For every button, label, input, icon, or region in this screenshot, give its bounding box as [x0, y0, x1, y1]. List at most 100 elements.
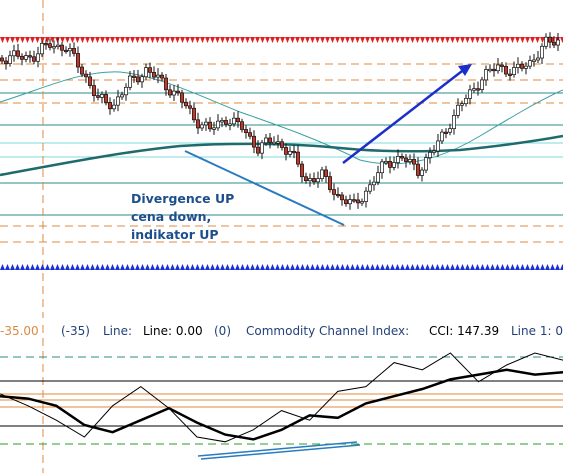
- support-arrow: [515, 264, 520, 270]
- resistance-arrow: [120, 37, 125, 43]
- resistance-arrow: [125, 37, 130, 43]
- candle: [468, 84, 472, 105]
- support-arrow: [75, 264, 80, 270]
- resistance-arrow: [205, 37, 210, 43]
- resistance-arrow: [380, 37, 385, 43]
- support-arrow: [215, 264, 220, 270]
- support-arrow: [175, 264, 180, 270]
- resistance-arrow: [485, 37, 490, 43]
- resistance-arrow: [365, 37, 370, 43]
- resistance-arrow: [455, 37, 460, 43]
- resistance-arrow: [25, 37, 30, 43]
- resistance-arrow: [90, 37, 95, 43]
- candle: [32, 50, 36, 65]
- support-arrow: [60, 264, 65, 270]
- support-arrow: [360, 264, 365, 270]
- resistance-arrow: [525, 37, 530, 43]
- resistance-arrow: [300, 37, 305, 43]
- resistance-arrow: [370, 37, 375, 43]
- support-arrow: [240, 264, 245, 270]
- support-arrow: [350, 264, 355, 270]
- resistance-arrow: [230, 37, 235, 43]
- candle: [120, 91, 124, 100]
- candle: [48, 38, 52, 51]
- resistance-arrow: [105, 37, 110, 43]
- support-arrow: [225, 264, 230, 270]
- resistance-arrow: [490, 37, 495, 43]
- support-arrow: [520, 264, 525, 270]
- candle: [412, 153, 416, 171]
- resistance-arrow: [530, 37, 535, 43]
- resistance-arrow: [145, 37, 150, 43]
- candle: [60, 42, 64, 57]
- candle: [172, 85, 176, 102]
- support-arrow: [100, 264, 105, 270]
- support-arrow: [55, 264, 60, 270]
- candle: [100, 91, 104, 104]
- resistance-arrow: [330, 37, 335, 43]
- candle: [376, 165, 380, 186]
- candle: [300, 161, 304, 183]
- candle: [496, 57, 500, 74]
- resistance-arrow: [420, 37, 425, 43]
- resistance-arrow: [340, 37, 345, 43]
- indicator-left-paren: (-35): [61, 324, 90, 338]
- candle: [336, 187, 340, 198]
- candle: [492, 63, 496, 77]
- resistance-arrow: [345, 37, 350, 43]
- indicator-info-bar: -35.00 (-35) Line: Line: 0.00 (0) Commod…: [0, 321, 563, 339]
- candle: [180, 89, 184, 109]
- resistance-arrow: [445, 37, 450, 43]
- candle: [52, 40, 56, 54]
- candle: [392, 156, 396, 171]
- indicator-left-value: -35.00: [0, 324, 39, 338]
- resistance-arrow: [5, 37, 10, 43]
- resistance-arrow: [35, 37, 40, 43]
- resistance-arrow: [270, 37, 275, 43]
- candle: [264, 133, 268, 146]
- resistance-arrow: [250, 37, 255, 43]
- support-arrow: [170, 264, 175, 270]
- resistance-arrow: [50, 37, 55, 43]
- resistance-arrow: [335, 37, 340, 43]
- indicator-name: Commodity Channel Index:: [246, 324, 410, 338]
- candle: [472, 82, 476, 93]
- support-arrow: [210, 264, 215, 270]
- indicator-line-label: Line:: [103, 324, 133, 338]
- candle: [320, 166, 324, 182]
- resistance-arrow: [155, 37, 160, 43]
- candle: [504, 62, 508, 78]
- candle: [68, 43, 72, 57]
- support-arrow: [150, 264, 155, 270]
- candle: [332, 183, 336, 201]
- candle: [204, 118, 208, 131]
- candle: [72, 42, 76, 57]
- support-arrow: [5, 264, 10, 270]
- support-arrow: [530, 264, 535, 270]
- resistance-arrow: [65, 37, 70, 43]
- support-arrow: [470, 264, 475, 270]
- support-arrow: [105, 264, 110, 270]
- candle: [112, 99, 116, 112]
- support-arrow: [185, 264, 190, 270]
- candle: [368, 179, 372, 195]
- candle: [220, 117, 224, 128]
- candle: [400, 153, 404, 162]
- resistance-arrow: [425, 37, 430, 43]
- candle: [0, 55, 4, 64]
- candle: [152, 66, 156, 81]
- candle: [288, 146, 292, 158]
- candle: [424, 153, 428, 174]
- resistance-arrow: [75, 37, 80, 43]
- support-arrow: [365, 264, 370, 270]
- support-arrow: [245, 264, 250, 270]
- candle: [344, 195, 348, 207]
- support-arrow: [450, 264, 455, 270]
- support-arrow: [125, 264, 130, 270]
- candle: [544, 33, 548, 50]
- candle: [88, 71, 92, 89]
- support-arrow: [310, 264, 315, 270]
- candle: [140, 73, 144, 88]
- resistance-arrow: [325, 37, 330, 43]
